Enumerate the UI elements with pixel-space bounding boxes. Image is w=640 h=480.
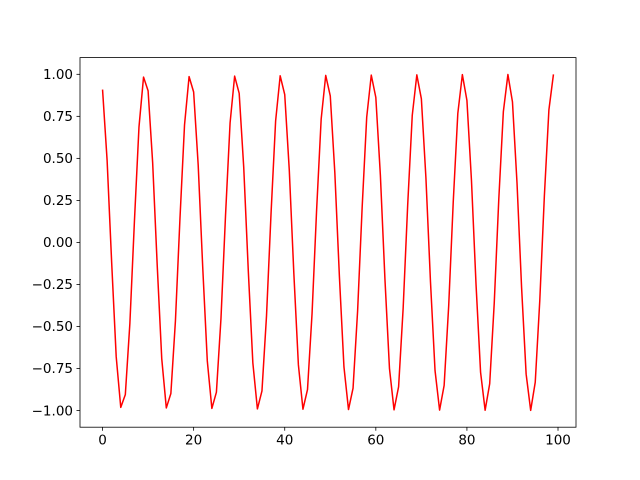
y-tick-label: −0.75 [32, 361, 73, 377]
x-tick-label: 80 [458, 432, 475, 448]
x-tick-label: 60 [367, 432, 384, 448]
y-tick-label: −0.50 [32, 319, 73, 335]
series-line-sine-wave [101, 73, 555, 412]
y-tick-label: 0.25 [43, 193, 73, 209]
y-tick-label: 0.50 [43, 151, 73, 167]
x-tick-label: 100 [545, 432, 571, 448]
x-tick-label: 0 [98, 432, 107, 448]
x-tick-label: 20 [185, 432, 202, 448]
x-tick-label: 40 [276, 432, 293, 448]
y-tick-label: −0.25 [32, 277, 73, 293]
y-tick-label: −1.00 [32, 403, 73, 419]
axes-spines [79, 57, 577, 428]
plot-area [80, 57, 576, 428]
y-tick-label: 1.00 [43, 67, 73, 83]
y-tick-label: 0.75 [43, 109, 73, 125]
y-tick-label: 0.00 [43, 235, 73, 251]
